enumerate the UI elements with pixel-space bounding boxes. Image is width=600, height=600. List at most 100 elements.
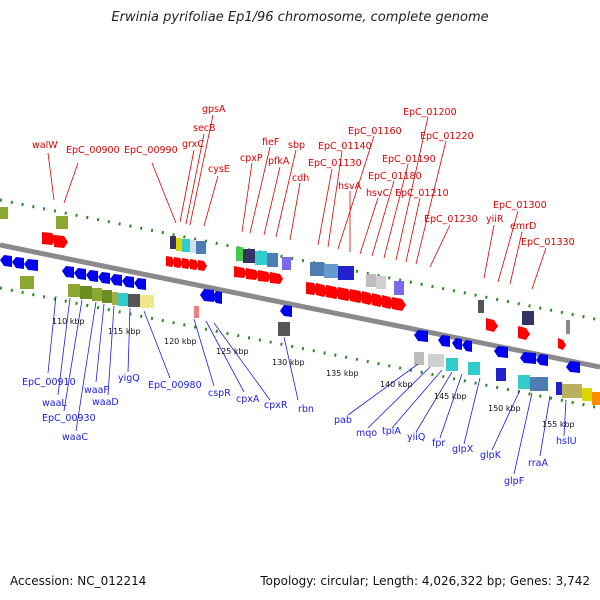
gene-block bbox=[170, 236, 176, 249]
label-hsvC: hsvC bbox=[366, 188, 390, 199]
label-cspR: cspR bbox=[208, 388, 231, 399]
gene-block bbox=[80, 286, 92, 299]
label-epc-01130: EpC_01130 bbox=[308, 158, 362, 169]
label-epc-01210: EpC_01210 bbox=[395, 188, 449, 199]
label-grxC: grxC bbox=[182, 139, 204, 150]
label-waaC: waaC bbox=[62, 432, 88, 443]
gene-block bbox=[0, 207, 8, 219]
gene-block bbox=[478, 300, 484, 313]
label-pfkA: pfkA bbox=[268, 156, 290, 167]
label-epc-01300: EpC_01300 bbox=[493, 200, 547, 211]
scale-145kbp: 145 kbp bbox=[434, 392, 467, 401]
gene-block bbox=[182, 239, 190, 252]
label-tpiA: tpiA bbox=[382, 426, 401, 437]
gene-block bbox=[310, 262, 324, 276]
upper-tick-track bbox=[0, 198, 600, 322]
label-hsvA: hsvA bbox=[338, 181, 362, 192]
label-epc-01180: EpC_01180 bbox=[368, 171, 422, 182]
label-gpsA: gpsA bbox=[202, 104, 226, 115]
label-epc-01330: EpC_01330 bbox=[521, 237, 575, 248]
gene-block bbox=[112, 292, 118, 305]
gene-block bbox=[566, 320, 570, 334]
label-rbn: rbn bbox=[298, 404, 314, 415]
accession-text: Accession: NC_012214 bbox=[10, 574, 147, 588]
label-epc-01160: EpC_01160 bbox=[348, 126, 402, 137]
scale-130kbp: 130 kbp bbox=[272, 358, 305, 367]
label-yigQ: yigQ bbox=[118, 373, 140, 384]
label-yiiR: yiiR bbox=[486, 214, 504, 225]
gene-block bbox=[236, 247, 243, 261]
label-rraA: rraA bbox=[528, 458, 548, 469]
gene-block bbox=[92, 288, 102, 301]
bottom-labels: EpC_00910 waaL EpC_00930 waaC waaF waaD … bbox=[22, 373, 577, 487]
label-epc-00910: EpC_00910 bbox=[22, 377, 76, 388]
label-epc-01190: EpC_01190 bbox=[382, 154, 436, 165]
gene-block bbox=[56, 216, 68, 229]
gene-block bbox=[194, 306, 199, 318]
scale-150kbp: 150 kbp bbox=[488, 404, 521, 413]
label-mqo: mqo bbox=[356, 428, 377, 439]
gene-block bbox=[446, 358, 458, 371]
scale-135kbp: 135 kbp bbox=[326, 369, 359, 378]
label-waaF: waaF bbox=[84, 385, 109, 396]
topology-text: Topology: circular; Length: 4,026,322 bp… bbox=[260, 574, 590, 588]
gene-block bbox=[376, 276, 386, 289]
label-cpxR: cpxR bbox=[264, 400, 288, 411]
gene-block bbox=[522, 311, 534, 325]
reverse-arrows bbox=[0, 255, 580, 373]
label-epc-00990: EpC_00990 bbox=[124, 145, 178, 156]
gene-block bbox=[282, 257, 291, 270]
gene-block bbox=[255, 251, 267, 265]
chromosome-backbone bbox=[0, 242, 600, 370]
forward-arrows bbox=[42, 232, 566, 350]
gene-block bbox=[338, 266, 354, 280]
scale-120kbp: 120 kbp bbox=[164, 337, 197, 346]
gene-block bbox=[243, 249, 255, 263]
gene-block bbox=[278, 322, 290, 336]
label-pab: pab bbox=[334, 415, 352, 426]
label-walW: walW bbox=[32, 140, 58, 151]
gene-block bbox=[468, 362, 480, 375]
top-leader-lines bbox=[47, 114, 547, 290]
gene-block bbox=[366, 274, 376, 287]
label-epc-00930: EpC_00930 bbox=[42, 413, 96, 424]
gene-block bbox=[562, 384, 582, 398]
label-epc-01230: EpC_01230 bbox=[424, 214, 478, 225]
label-epc-00980: EpC_00980 bbox=[148, 380, 202, 391]
scale-110kbp: 110 kbp bbox=[52, 317, 85, 326]
label-epc-00900: EpC_00900 bbox=[66, 145, 120, 156]
bottom-leader-lines bbox=[47, 295, 567, 475]
label-sbp: sbp bbox=[288, 140, 305, 151]
label-waaD: waaD bbox=[92, 397, 119, 408]
gene-block bbox=[530, 377, 548, 391]
gene-block bbox=[592, 392, 600, 405]
gene-block bbox=[20, 276, 34, 289]
label-epc-01200: EpC_01200 bbox=[403, 107, 457, 118]
label-cysE: cysE bbox=[208, 164, 230, 175]
scale-155kbp: 155 kbp bbox=[542, 420, 575, 429]
gene-block bbox=[324, 264, 338, 278]
label-cpxA: cpxA bbox=[236, 394, 260, 405]
label-fieF: fieF bbox=[262, 137, 279, 148]
label-waaL: waaL bbox=[42, 398, 67, 409]
lower-features bbox=[20, 276, 600, 405]
gene-block bbox=[140, 295, 154, 308]
label-cdh: cdh bbox=[292, 173, 309, 184]
gene-block bbox=[128, 294, 140, 307]
gene-block bbox=[118, 293, 128, 306]
gene-block bbox=[267, 253, 278, 267]
map-title: Erwinia pyrifoliae Ep1/96 chromosome, co… bbox=[111, 10, 489, 25]
scale-125kbp: 125 kbp bbox=[216, 347, 249, 356]
label-yiiQ: yiiQ bbox=[407, 432, 425, 443]
gene-block bbox=[394, 281, 404, 295]
scale-140kbp: 140 kbp bbox=[380, 380, 413, 389]
gene-block bbox=[176, 238, 182, 251]
gene-block bbox=[414, 352, 424, 365]
label-glpX: glpX bbox=[452, 444, 474, 455]
gene-block bbox=[68, 284, 80, 297]
gene-block bbox=[556, 382, 562, 395]
gene-block bbox=[518, 375, 530, 389]
label-hslU: hslU bbox=[556, 436, 577, 447]
label-epc-01140: EpC_01140 bbox=[318, 141, 372, 152]
